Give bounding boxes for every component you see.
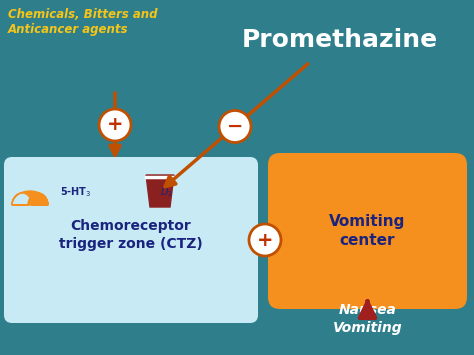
Text: $D_2$: $D_2$ [160, 185, 173, 199]
Text: 5-HT$_3$: 5-HT$_3$ [60, 185, 91, 199]
Circle shape [219, 110, 251, 142]
Text: +: + [257, 230, 273, 250]
Text: Chemoreceptor
trigger zone (CTZ): Chemoreceptor trigger zone (CTZ) [59, 219, 203, 251]
Text: Promethazine: Promethazine [242, 28, 438, 52]
FancyBboxPatch shape [4, 157, 258, 323]
Text: −: − [227, 117, 243, 136]
FancyBboxPatch shape [268, 153, 467, 309]
Text: +: + [107, 115, 123, 135]
Circle shape [99, 109, 131, 141]
Polygon shape [12, 191, 48, 205]
Text: Vomiting
center: Vomiting center [329, 214, 406, 248]
Polygon shape [146, 175, 174, 207]
Circle shape [249, 224, 281, 256]
Text: Nausea
Vomiting: Nausea Vomiting [333, 303, 402, 335]
Text: Chemicals, Bitters and
Anticancer agents: Chemicals, Bitters and Anticancer agents [8, 8, 157, 36]
